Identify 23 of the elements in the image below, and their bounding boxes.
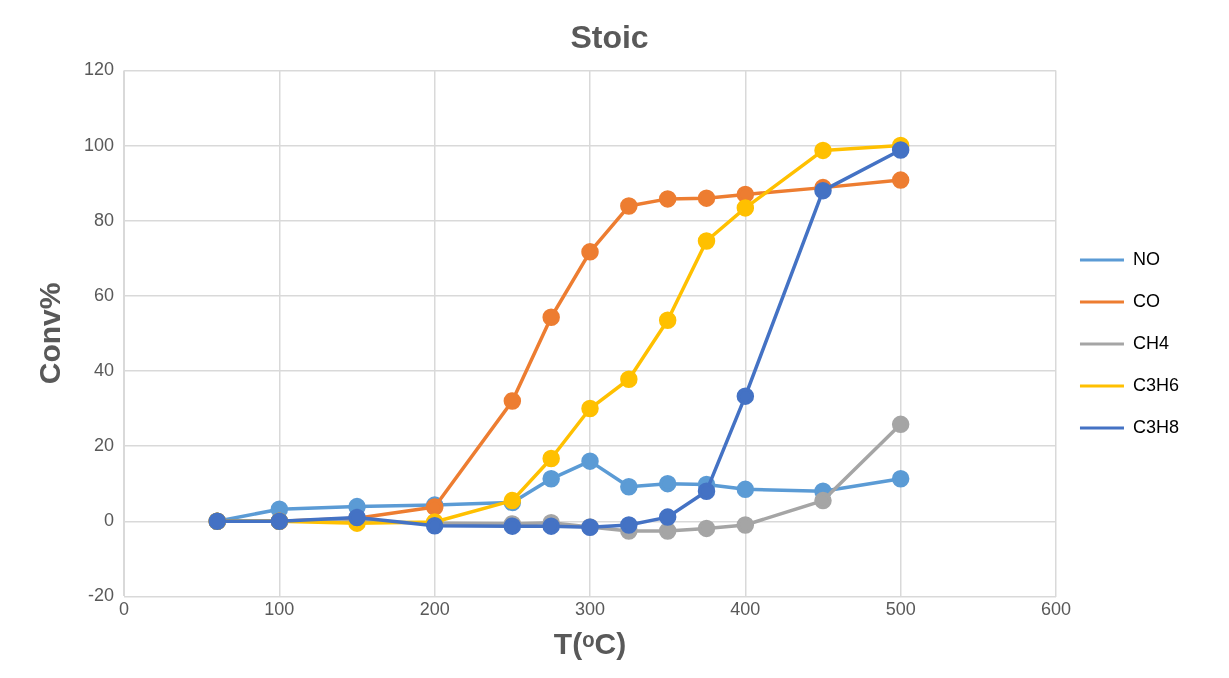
- x-tick-label: 0: [119, 599, 130, 620]
- y-tick-label: 60: [94, 284, 115, 305]
- x-tick-label: 200: [419, 599, 450, 620]
- y-tick-label: 20: [94, 435, 115, 456]
- y-tick-label: 100: [83, 134, 115, 155]
- y-tick-label: -20: [88, 585, 115, 606]
- x-axis-title: T(ᵒC): [553, 627, 627, 661]
- y-tick-label: 0: [104, 510, 115, 531]
- x-tick-label: 300: [574, 599, 606, 620]
- x-tick-label: 400: [730, 599, 761, 620]
- x-tick-label: 600: [1040, 599, 1071, 620]
- x-tick-label: 500: [885, 599, 916, 620]
- y-tick-label: 40: [94, 359, 115, 380]
- legend-label: C3H6: [1132, 374, 1180, 395]
- legend-label: CO: [1132, 290, 1160, 311]
- y-tick-label: 120: [83, 59, 115, 80]
- y-axis-title: Conv%: [33, 282, 67, 385]
- legend-label: NO: [1132, 248, 1160, 269]
- legend-label: C3H8: [1132, 416, 1180, 437]
- legend-label: CH4: [1132, 332, 1169, 353]
- x-tick-label: 100: [264, 599, 295, 620]
- y-tick-label: 80: [94, 209, 115, 230]
- chart-title: Stoic: [570, 19, 649, 56]
